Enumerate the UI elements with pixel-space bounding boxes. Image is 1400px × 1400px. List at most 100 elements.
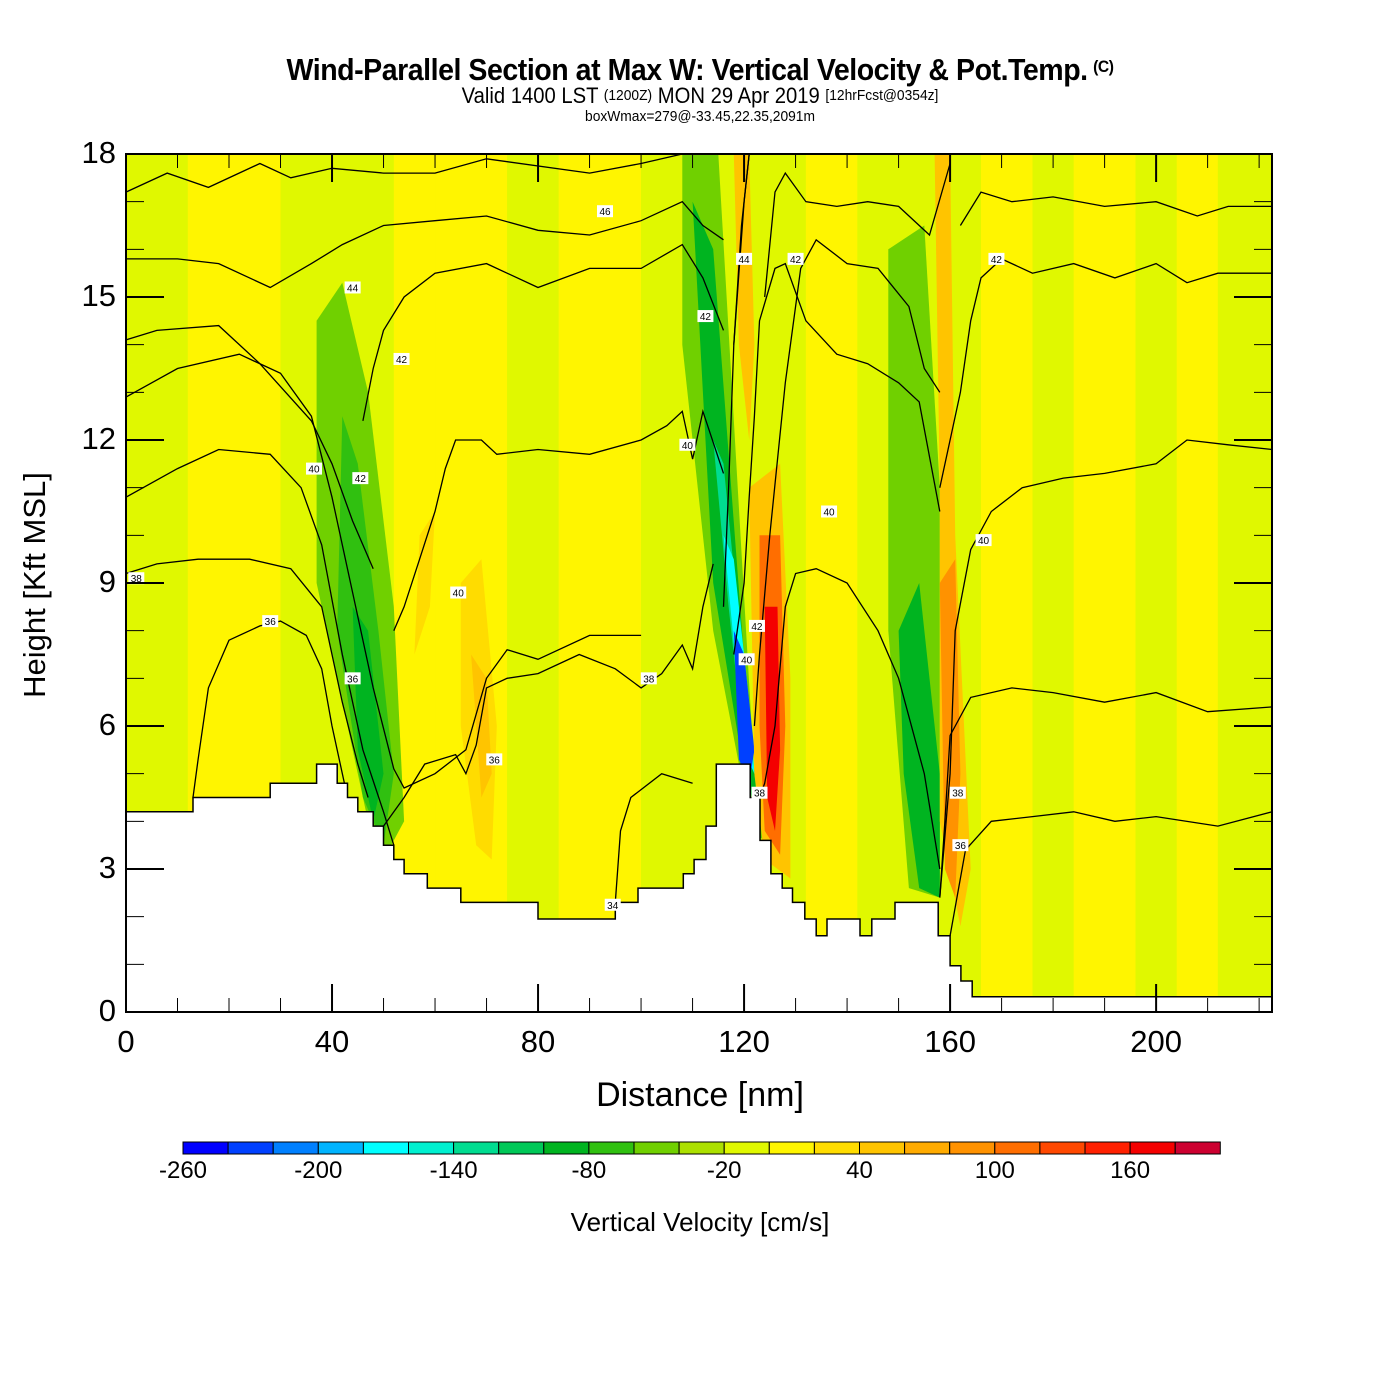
contour-label-bg	[736, 252, 753, 265]
colorbar-swatch	[588, 1141, 635, 1155]
theta-contour	[393, 408, 725, 631]
contour-label-bg	[787, 252, 804, 265]
contour-label: 42	[787, 252, 804, 266]
contour-label-text: 42	[991, 255, 1003, 266]
x-axis-label: Distance [nm]	[596, 1076, 804, 1114]
contour-label-text: 40	[741, 655, 753, 666]
contour-label-bg	[679, 438, 696, 451]
contour-label-bg	[262, 615, 279, 628]
colorbar-tick-label: 40	[846, 1157, 873, 1184]
contour-label-bg	[697, 310, 714, 323]
contour-label-bg	[988, 252, 1005, 265]
field-band	[507, 154, 559, 1012]
theta-contour	[126, 154, 683, 193]
colorbar-swatch	[543, 1141, 590, 1155]
velocity-cell	[733, 630, 755, 784]
colorbar-label: Vertical Velocity [cm/s]	[570, 1207, 830, 1237]
x-tick-label: 80	[520, 1024, 556, 1059]
theta-contour	[939, 258, 1272, 488]
theta-contour	[949, 811, 1272, 936]
theta-contours	[126, 154, 1272, 936]
contour-label: 34	[604, 898, 621, 912]
contour-label-text: 34	[607, 901, 619, 912]
contour-label-text: 42	[396, 355, 408, 366]
contour-label-text: 46	[599, 207, 611, 218]
valid-date: MON 29 Apr 2019	[657, 83, 820, 108]
contour-label: 36	[952, 839, 969, 852]
contour-labels: 46 44 42 44 42 42 42 40 40 42 40 40 38 40 36 42 40 38 36 36…	[128, 205, 1005, 912]
colorbar-tick-label: -200	[294, 1157, 343, 1184]
contour-label: 38	[128, 572, 145, 585]
contour-label-text: 38	[131, 574, 143, 585]
contour-label-bg	[344, 281, 361, 294]
colorbar-tick-label: -260	[158, 1157, 208, 1184]
colorbar-swatch	[1174, 1141, 1221, 1155]
contour-label-text: 40	[308, 465, 320, 476]
theta-contour	[126, 200, 724, 289]
colorbar-swatch	[994, 1141, 1041, 1155]
valid-time-utc: (1200Z)	[603, 87, 653, 104]
colorbar-tick-label: -20	[706, 1157, 742, 1184]
chart-title-text: Wind-Parallel Section at Max W: Vertical…	[286, 52, 1089, 87]
contour-label-bg	[486, 753, 503, 766]
colorbar-swatch	[498, 1141, 545, 1155]
theta-contour	[126, 558, 369, 798]
theta-contour	[614, 772, 693, 903]
contour-label-bg	[751, 786, 768, 799]
contour-label-bg	[305, 462, 322, 475]
colorbar-swatch	[1039, 1141, 1086, 1155]
theta-contour	[126, 324, 374, 569]
contour-label: 40	[450, 586, 467, 600]
x-tick-label: 0	[117, 1024, 135, 1059]
valid-time-lst: Valid 1400 LST	[461, 83, 599, 108]
contour-label-bg	[821, 505, 838, 518]
contour-label: 42	[352, 472, 369, 485]
colorbar-tick-label: -140	[429, 1157, 478, 1184]
y-tick-label: 9	[98, 564, 116, 599]
theta-contour	[733, 154, 750, 345]
contour-label-text: 36	[265, 617, 277, 628]
colorbar-swatch	[949, 1141, 996, 1155]
contour-label: 40	[975, 534, 992, 547]
chart-title: Wind-Parallel Section at Max W: Vertical…	[56, 52, 1344, 88]
field-band	[980, 154, 1033, 1012]
contour-label-text: 40	[823, 508, 835, 519]
field-band	[1135, 154, 1177, 1012]
contour-label-bg	[128, 572, 145, 585]
forecast-info: [12hrFcst@0354z]	[825, 87, 939, 104]
theta-contour	[126, 353, 642, 789]
theta-contour	[959, 191, 1272, 226]
contour-label-bg	[450, 586, 467, 599]
velocity-cell	[898, 583, 940, 898]
contour-label: 38	[751, 786, 768, 800]
colorbar-swatch	[182, 1141, 229, 1155]
theta-contour	[758, 568, 941, 870]
y-tick-label: 15	[81, 278, 116, 313]
contour-label-bg	[975, 534, 992, 547]
contour-label-text: 38	[952, 789, 964, 800]
field-band	[1176, 154, 1218, 1012]
contour-label: 38	[949, 786, 966, 800]
contour-label-text: 44	[347, 283, 359, 294]
y-tick-label: 18	[81, 135, 116, 170]
contour-label-text: 40	[682, 441, 694, 452]
contour-label-bg	[748, 619, 765, 632]
x-tick-label: 120	[718, 1024, 770, 1059]
field-band	[1032, 154, 1074, 1012]
velocity-cell	[764, 606, 781, 831]
box-wmax-info: boxWmax=279@-33.45,22.35,2091m	[585, 108, 815, 125]
theta-contour	[126, 448, 395, 846]
colorbar-tick-label: -80	[571, 1157, 607, 1184]
contour-label: 46	[597, 205, 614, 218]
colorbar-swatch	[272, 1141, 319, 1155]
colorbar-swatch	[859, 1141, 906, 1155]
contour-label-text: 42	[751, 622, 763, 633]
velocity-cell	[414, 511, 435, 655]
contour-label: 40	[821, 505, 838, 519]
colorbar-swatch	[723, 1141, 770, 1155]
colorbar-swatch	[768, 1141, 815, 1155]
contour-label-text: 38	[754, 789, 766, 800]
contour-label-text: 44	[739, 255, 751, 266]
contour-label: 44	[736, 252, 753, 266]
